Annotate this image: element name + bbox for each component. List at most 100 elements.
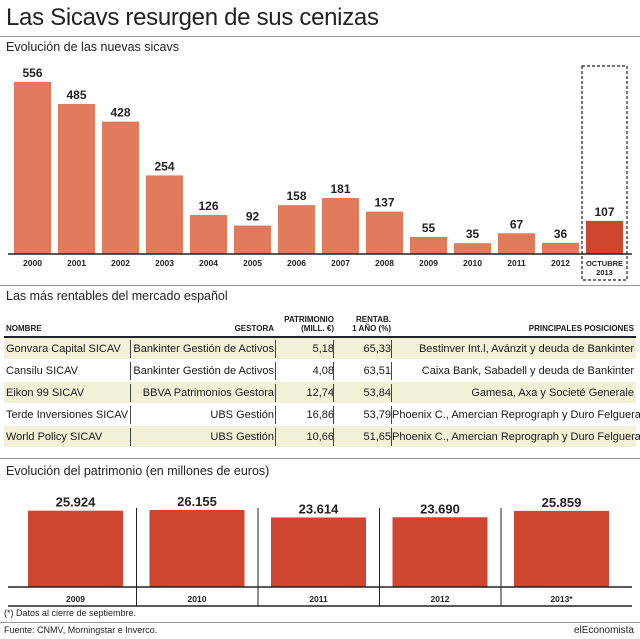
value-label-5: 92 [246,210,260,224]
cell-patrimonio: 5,18 [312,343,334,355]
col-header-rentab-line1: RENTAB. [356,315,391,324]
patrimonio-x-tick-2: 2011 [309,594,328,604]
value-label-10: 35 [466,227,480,241]
x-tick-6: 2006 [287,258,306,268]
cell-posiciones: Caixa Bank, Sabadell y deuda de Bankinte… [421,365,634,377]
value-label-4: 126 [198,199,218,213]
patrimonio-bar-1 [149,510,245,587]
value-label-0: 556 [22,66,42,80]
cell-gestora: UBS Gestión [210,431,274,443]
cell-gestora: Bankinter Gestión de Activos [133,365,274,377]
column-separator [391,406,392,424]
cell-name: Eikon 99 SICAV [6,387,85,399]
x-tick-2: 2002 [111,258,130,268]
value-label-13: 107 [594,205,614,219]
x-tick-13-line0: OCTUBRE [586,259,623,268]
x-tick-5: 2005 [243,258,262,268]
patrimonio-x-tick-0: 2009 [66,594,85,604]
column-separator [391,384,392,402]
patrimonio-value-4: 25.859 [542,495,582,510]
new-sicavs-bar-chart: 556 2000 485 2001 428 2002 254 2003 126 2004 92 200… [8,65,632,281]
col-header-patrimonio: PATRIMONIO (MILL. €) [276,315,334,333]
bar-7 [322,198,359,254]
x-tick-1: 2001 [67,258,86,268]
chart1-subtitle: Evolución de las nuevas sicavs [6,40,180,54]
cell-patrimonio: 16,86 [306,409,334,421]
value-label-1: 485 [66,88,86,102]
chart3-subtitle: Evolución del patrimonio (en millones de… [6,464,270,478]
bar-4 [190,215,227,254]
patrimonio-value-3: 23.690 [420,501,460,516]
value-label-9: 55 [422,221,436,235]
x-tick-10: 2010 [463,258,482,268]
column-separator [130,384,131,402]
patrimonio-bar-3 [392,517,488,587]
cell-name: Gonvara Capital SICAV [6,343,121,355]
x-tick-11: 2011 [507,258,526,268]
table-header: NOMBRE GESTORA PATRIMONIO (MILL. €) RENT… [4,315,636,338]
column-separator [130,340,131,358]
bar-2 [102,121,139,254]
col-header-rentab: RENTAB. 1 AÑO (%) [334,315,391,333]
bar-0 [14,82,51,254]
footnote: (*) Datos al cierre de septiembre. [4,608,137,618]
bar-11 [498,233,535,254]
column-separator [275,362,276,380]
x-tick-13-line1: 2013 [596,268,613,277]
patrimonio-value-2: 23.614 [299,501,340,516]
column-separator [391,340,392,358]
column-separator [275,340,276,358]
cell-rentab: 65,33 [363,343,391,355]
patrimonio-bar-4 [514,510,609,587]
bar-5 [234,225,271,254]
cell-posiciones: Phoenix C., Amercian Reprograph y Duro F… [392,431,640,443]
value-label-7: 181 [330,182,350,196]
page-title: Las Sicavs resurgen de sus cenizas [6,4,379,31]
x-tick-8: 2008 [375,258,394,268]
patrimonio-x-tick-3: 2012 [431,594,450,604]
table-row: Cansilu SICAV Bankinter Gestión de Activo… [4,360,636,382]
col-header-rentab-line2: 1 AÑO (%) [352,324,391,333]
table-subtitle: Las más rentables del mercado español [6,289,228,303]
cell-posiciones: Gamesa, Axa y Societé Generale [471,387,634,399]
col-header-name: NOMBRE [6,324,42,333]
x-tick-12: 2012 [551,258,570,268]
bar-8 [366,211,403,254]
column-separator [130,406,131,424]
column-separator [333,362,334,380]
cell-rentab: 53,84 [363,387,391,399]
highlight-box [581,65,628,281]
patrimonio-bar-2 [271,517,366,587]
value-label-6: 158 [286,189,306,203]
column-separator [275,384,276,402]
patrimonio-value-1: 26.155 [177,494,217,509]
cell-patrimonio: 12,74 [306,387,334,399]
source-text: Fuente: CNMV, Morningstar e Inverco. [4,625,158,635]
column-separator [333,340,334,358]
cell-posiciones: Bestinver Int.l, Avánzit y deuda de Bank… [418,343,634,355]
column-separator [275,428,276,446]
bar-3 [146,175,183,254]
value-label-11: 67 [510,217,524,231]
column-separator [130,428,131,446]
bar-13 [586,220,623,254]
cell-patrimonio: 10,66 [306,431,334,443]
cell-patrimonio: 4,08 [312,365,334,377]
bar-10 [454,243,491,254]
x-tick-3: 2003 [155,258,174,268]
value-label-2: 428 [110,106,130,120]
patrimonio-value-0: 25.924 [56,495,97,510]
cell-posiciones: Phoenix C., Amercian Reprograph y Duro F… [392,409,640,421]
x-tick-0: 2000 [23,258,42,268]
cell-rentab: 51,65 [363,431,391,443]
col-header-gestora: GESTORA [234,324,274,333]
bar-6 [278,205,315,254]
cell-name: Cansilu SICAV [6,365,78,377]
bar-1 [58,103,95,255]
column-separator [333,406,334,424]
brand-logo: elEconomista [573,625,634,636]
cell-rentab: 53,79 [363,409,391,421]
patrimonio-bar-chart: 25.924 2009 26.155 2010 23.614 2011 23.690 2012… [8,494,632,607]
value-label-12: 36 [554,227,568,241]
table-row: World Policy SICAV UBS Gestión 10,66 51,65 P… [4,426,640,448]
